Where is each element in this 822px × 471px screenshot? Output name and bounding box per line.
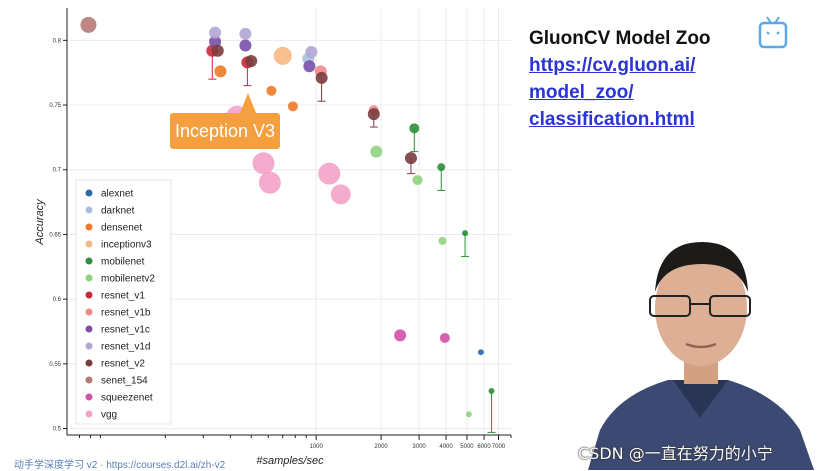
point-alexnet [477, 349, 484, 356]
legend-label-inceptionv3: inceptionv3 [101, 240, 152, 251]
bilibili-tv-logo-icon [758, 16, 788, 49]
y-tick-label: 0.55 [49, 362, 61, 368]
x-tick-label: 7000 [492, 444, 506, 450]
point-resnet_v1d [239, 27, 252, 40]
point-squeezenet [394, 329, 407, 342]
x-tick-label: 4000 [439, 444, 453, 450]
legend-label-darknet: darknet [101, 206, 135, 217]
legend-label-densenet: densenet [101, 223, 142, 234]
point-mobilenet [437, 163, 446, 172]
point-resnet_v2 [245, 55, 258, 68]
model-zoo-link-2[interactable]: model_zoo/ [529, 82, 634, 103]
point-resnet_v2 [367, 108, 380, 121]
presenter-photo [578, 230, 822, 470]
point-densenet [214, 65, 227, 78]
point-mobilenetv2 [465, 411, 472, 418]
point-vgg [330, 184, 351, 205]
legend-label-resnet_v2: resnet_v2 [101, 359, 145, 370]
y-tick-label: 0.7 [53, 168, 62, 174]
legend-label-mobilenet: mobilenet [101, 257, 145, 268]
point-resnet_v1d [209, 26, 222, 39]
x-ticks: 1000 2000 3000 4000 5000 6000 7000 [79, 435, 512, 450]
legend-marker-alexnet [85, 189, 93, 197]
legend-marker-densenet [85, 223, 93, 231]
x-tick-label: 5000 [460, 444, 474, 450]
legend-label-squeezenet: squeezenet [101, 393, 153, 404]
legend-marker-inceptionv3 [85, 240, 93, 248]
title-block: GluonCV Model Zoo https://cv.gluon.ai/ m… [529, 26, 769, 133]
point-mobilenetv2 [412, 175, 423, 186]
point-mobilenetv2 [438, 236, 447, 245]
legend-label-resnet_v1d: resnet_v1d [101, 342, 150, 353]
legend-label-resnet_v1: resnet_v1 [101, 291, 145, 302]
point-densenet [287, 101, 298, 112]
point-resnet_v2 [315, 71, 328, 84]
legend-marker-darknet [85, 206, 93, 214]
data-points [80, 16, 496, 433]
legend-marker-mobilenetv2 [85, 274, 93, 282]
legend-marker-squeezenet [85, 393, 93, 401]
y-tick-label: 0.8 [53, 38, 62, 44]
legend-label-vgg: vgg [101, 410, 117, 421]
model-zoo-link-3[interactable]: classification.html [529, 109, 695, 130]
point-vgg [318, 162, 341, 185]
y-ticks: 0.5 0.55 0.6 0.65 0.7 0.75 0.8 [49, 38, 67, 433]
y-tick-label: 0.65 [49, 232, 61, 238]
legend-marker-mobilenet [85, 257, 93, 265]
legend-label-alexnet: alexnet [101, 189, 133, 200]
legend-marker-resnet_v1d [85, 342, 93, 350]
legend-label-resnet_v1b: resnet_v1b [101, 308, 151, 319]
y-tick-label: 0.6 [53, 297, 62, 303]
point-resnet_v1c [239, 39, 252, 52]
point-squeezenet [439, 332, 450, 343]
point-resnet_v2 [211, 44, 224, 57]
legend-marker-senet_154 [85, 376, 93, 384]
legend-marker-resnet_v1c [85, 325, 93, 333]
model-zoo-link-1[interactable]: https://cv.gluon.ai/ [529, 55, 696, 76]
legend-label-senet_154: senet_154 [101, 376, 148, 387]
point-mobilenet [488, 388, 495, 395]
point-resnet_v1c [303, 60, 316, 73]
y-tick-label: 0.75 [49, 103, 61, 109]
callout-pointer [240, 93, 256, 113]
inception-callout: Inception V3 [170, 113, 280, 149]
y-tick-label: 0.5 [53, 427, 62, 433]
legend-marker-resnet_v1b [85, 308, 93, 316]
point-densenet [266, 85, 277, 96]
course-footer: 动手学深度学习 v2 · https://courses.d2l.ai/zh-v… [14, 460, 226, 471]
legend: alexnet darknet densenet inceptionv3 mobilen… [85, 189, 155, 421]
x-tick-label: 6000 [477, 444, 491, 450]
x-tick-label: 3000 [412, 444, 426, 450]
y-axis-label: Accuracy [34, 198, 46, 246]
x-tick-label: 2000 [374, 444, 388, 450]
point-senet_154 [80, 16, 97, 33]
point-resnet_v1c [209, 35, 222, 48]
point-vgg [258, 171, 281, 194]
point-mobilenetv2 [370, 145, 383, 158]
legend-box [75, 179, 172, 425]
point-vgg [252, 152, 275, 175]
legend-marker-resnet_v1 [85, 291, 93, 299]
x-axis-label: #samples/sec [256, 455, 324, 467]
x-tick-label: 1000 [309, 444, 323, 450]
point-mobilenet [409, 123, 420, 134]
point-inceptionv3 [273, 46, 292, 65]
legend-marker-vgg [85, 410, 93, 418]
point-mobilenet [462, 230, 469, 237]
model-zoo-title: GluonCV Model Zoo [529, 28, 711, 49]
point-resnet_v1d [305, 45, 318, 58]
csdn-watermark: CSDN @一直在努力的小宁 [578, 444, 773, 463]
legend-marker-resnet_v2 [85, 359, 93, 367]
point-resnet_v2 [404, 152, 417, 165]
legend-label-mobilenetv2: mobilenetv2 [101, 274, 155, 285]
legend-label-resnet_v1c: resnet_v1c [101, 325, 150, 336]
